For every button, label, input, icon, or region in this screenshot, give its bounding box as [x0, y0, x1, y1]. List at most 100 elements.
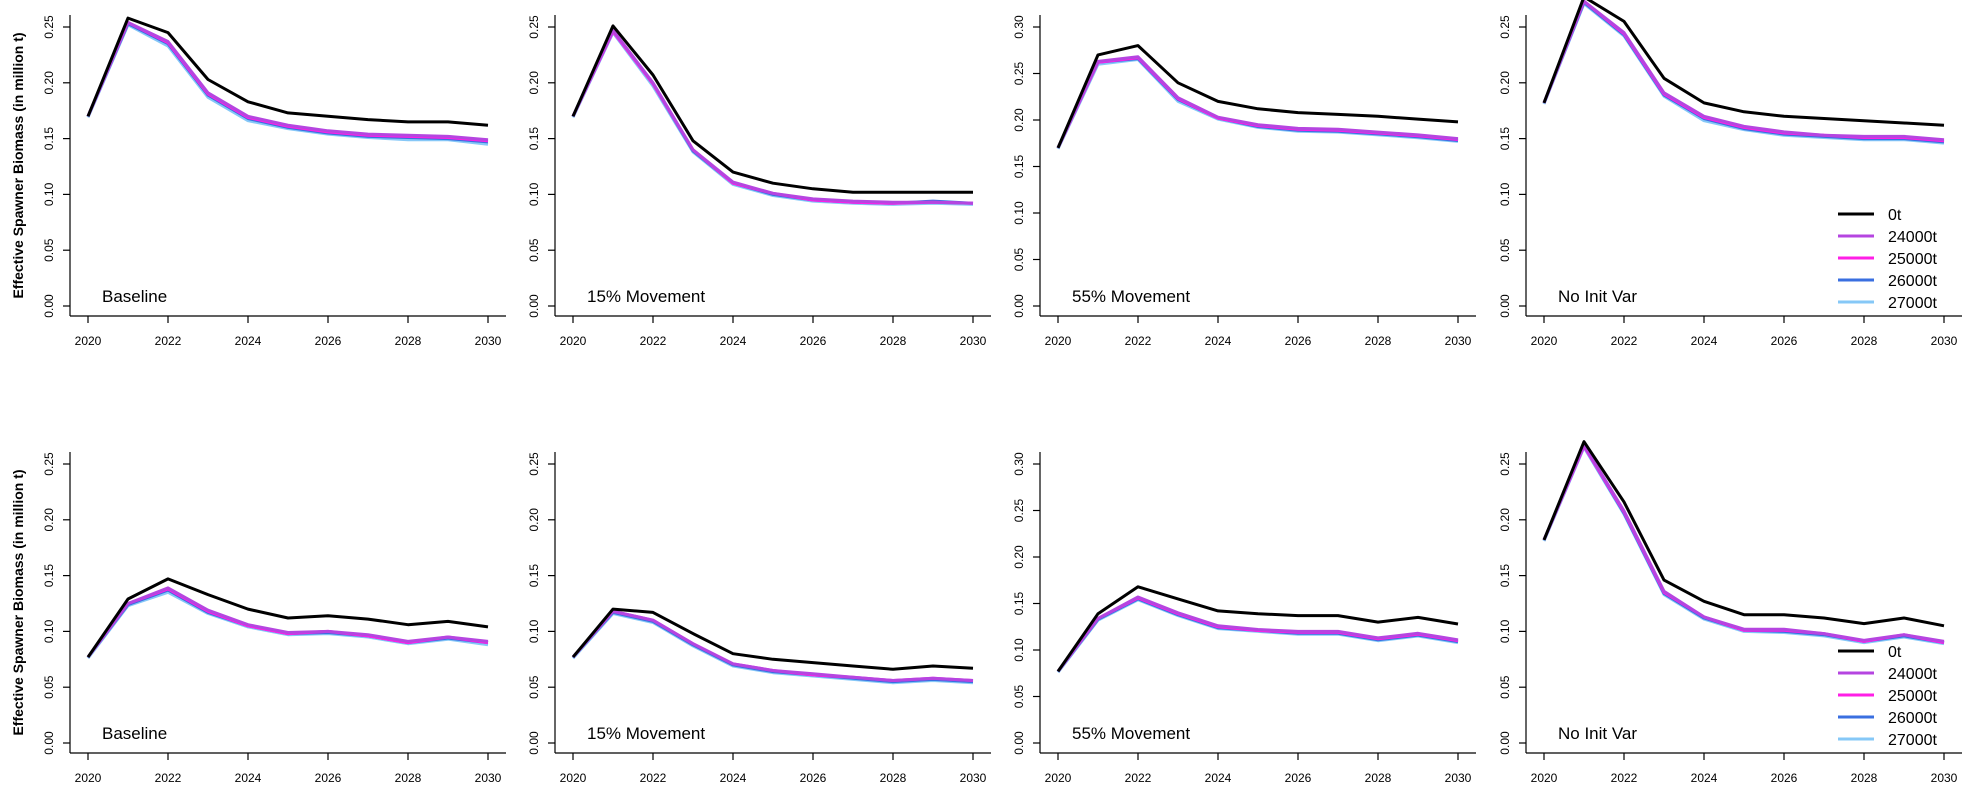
panel-label: 15% Movement [587, 287, 705, 306]
y-tick-label: 0.25 [1498, 452, 1512, 476]
x-tick-label: 2022 [155, 334, 182, 348]
y-tick-label: 0.15 [527, 127, 541, 151]
x-tick-label: 2024 [1691, 334, 1718, 348]
x-tick-label: 2020 [1045, 334, 1072, 348]
panel-6: 2020 2022 2024 2026 2028 2030 0.00 0.05 0.10 0.15… [527, 452, 991, 785]
y-tick-label: 0.10 [1498, 182, 1512, 206]
y-tick-label: 0.25 [1498, 15, 1512, 39]
y-tick-label: 0.00 [1012, 294, 1026, 318]
legend-label: 26000t [1888, 710, 1937, 727]
y-tick-label: 0.00 [527, 731, 541, 755]
legend-label: 24000t [1888, 229, 1937, 246]
x-tick-label: 2024 [720, 771, 747, 785]
series-line-24000t [571, 609, 974, 682]
y-tick-label: 0.10 [1012, 201, 1026, 225]
series-line-24000t [1542, 443, 1945, 643]
x-tick-label: 2028 [880, 334, 907, 348]
x-tick-label: 2028 [880, 771, 907, 785]
x-tick-label: 2022 [155, 771, 182, 785]
series-line-27000t [86, 590, 489, 660]
x-tick-label: 2026 [315, 334, 342, 348]
y-tick-label: 0.05 [527, 238, 541, 262]
x-tick-label: 2026 [1285, 334, 1312, 348]
y-tick-label: 0.15 [527, 564, 541, 588]
y-tick-label: 0.15 [1498, 127, 1512, 151]
y-tick-label: 0.20 [42, 508, 56, 532]
y-tick-label: 0.15 [1498, 564, 1512, 588]
x-tick-label: 2020 [1531, 771, 1558, 785]
x-tick-label: 2020 [560, 334, 587, 348]
series-line-24000t [1056, 55, 1459, 149]
y-tick-label: 0.20 [1498, 71, 1512, 95]
x-tick-label: 2026 [800, 771, 827, 785]
y-tick-label: 0.25 [527, 15, 541, 39]
x-tick-label: 2026 [1771, 334, 1798, 348]
y-tick-label: 0.30 [1012, 15, 1026, 39]
y-tick-label: 0.20 [1012, 545, 1026, 569]
y-tick-label: 0.25 [527, 452, 541, 476]
x-tick-label: 2020 [1531, 334, 1558, 348]
y-tick-label: 0.00 [1012, 731, 1026, 755]
x-tick-label: 2030 [960, 771, 987, 785]
y-tick-label: 0.25 [1012, 61, 1026, 85]
y-tick-label: 0.10 [527, 619, 541, 643]
y-tick-label: 0.10 [42, 182, 56, 206]
panel-2: 2020 2022 2024 2026 2028 2030 0.00 0.05 0.10 0.15… [527, 15, 991, 348]
x-tick-label: 2028 [1851, 771, 1878, 785]
series-line-0t [86, 16, 489, 127]
legend-label: 0t [1888, 207, 1902, 224]
series-line-24000t [1542, 0, 1945, 142]
legend: 0t 24000t 25000t 26000t 27000t [1838, 207, 1937, 312]
series-line-24000t [86, 586, 489, 658]
x-tick-label: 2028 [1365, 334, 1392, 348]
panel-3: 2020 2022 2024 2026 2028 2030 0.00 0.05 0.10 0.15… [1012, 15, 1476, 348]
panel-1: 2020 2022 2024 2026 2028 2030 0.00 0.05 0.10 0.15… [10, 15, 506, 348]
y-tick-label: 0.25 [42, 452, 56, 476]
series-line-0t [571, 24, 973, 194]
y-tick-label: 0.10 [527, 182, 541, 206]
legend-label: 27000t [1888, 295, 1937, 312]
x-tick-label: 2022 [1611, 334, 1638, 348]
y-axis-title: Effective Spawner Biomass (in million t) [10, 32, 26, 298]
x-tick-label: 2028 [1365, 771, 1392, 785]
panel-label: 15% Movement [587, 724, 705, 743]
legend-label: 26000t [1888, 273, 1937, 290]
panel-label: 55% Movement [1072, 724, 1190, 743]
y-tick-label: 0.20 [42, 71, 56, 95]
x-tick-label: 2028 [1851, 334, 1878, 348]
y-axis-title: Effective Spawner Biomass (in million t) [10, 469, 26, 735]
y-tick-label: 0.20 [1012, 108, 1026, 132]
x-tick-label: 2030 [960, 334, 987, 348]
x-tick-label: 2022 [1125, 334, 1152, 348]
y-tick-label: 0.10 [42, 619, 56, 643]
panel-label: No Init Var [1558, 724, 1637, 743]
y-tick-label: 0.15 [42, 127, 56, 151]
legend: 0t 24000t 25000t 26000t 27000t [1838, 644, 1937, 749]
x-tick-label: 2024 [720, 334, 747, 348]
legend-label: 25000t [1888, 688, 1937, 705]
y-tick-label: 0.05 [1498, 675, 1512, 699]
panel-label: Baseline [102, 724, 167, 743]
y-tick-label: 0.15 [42, 564, 56, 588]
panel-8: 2020 2022 2024 2026 2028 2030 0.00 0.05 0.10 0.15… [1498, 440, 1962, 785]
y-tick-label: 0.10 [1012, 638, 1026, 662]
panel-5: 2020 2022 2024 2026 2028 2030 0.00 0.05 0.10 0.15… [10, 452, 506, 785]
y-tick-label: 0.25 [42, 15, 56, 39]
y-tick-label: 0.25 [1012, 498, 1026, 522]
series-line-0t [1056, 585, 1459, 673]
y-tick-label: 0.20 [527, 508, 541, 532]
x-tick-label: 2030 [475, 771, 502, 785]
x-tick-label: 2026 [315, 771, 342, 785]
y-tick-label: 0.20 [527, 71, 541, 95]
series-line-0t [1542, 0, 1945, 127]
y-tick-label: 0.00 [1498, 294, 1512, 318]
legend-label: 25000t [1888, 251, 1937, 268]
x-tick-label: 2020 [75, 771, 102, 785]
y-tick-label: 0.00 [42, 294, 56, 318]
series-line-0t [1056, 44, 1459, 149]
x-tick-label: 2028 [395, 334, 422, 348]
x-tick-label: 2024 [1691, 771, 1718, 785]
y-tick-label: 0.10 [1498, 619, 1512, 643]
panel-label: 55% Movement [1072, 287, 1190, 306]
x-tick-label: 2030 [1445, 334, 1472, 348]
